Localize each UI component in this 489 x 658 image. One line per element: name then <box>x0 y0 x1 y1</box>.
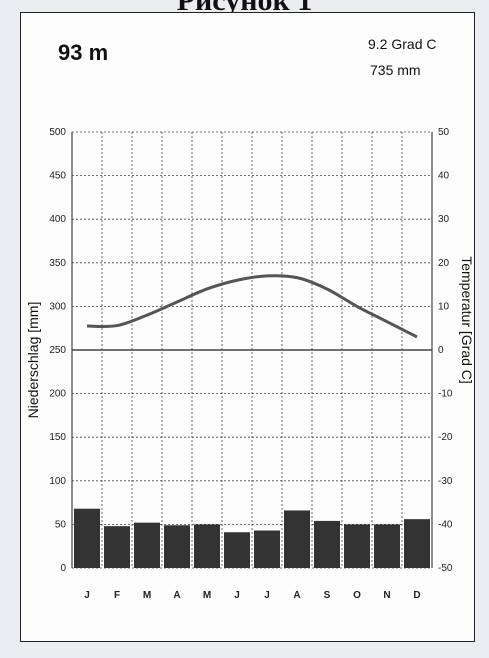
precipitation-bar <box>314 520 340 568</box>
y2-tick-label: 40 <box>438 171 450 182</box>
month-label: F <box>114 590 120 601</box>
month-label: N <box>383 590 390 601</box>
y2-tick-label: 50 <box>438 127 450 138</box>
y2-tick-label: -50 <box>438 563 453 574</box>
elevation-label: 93 m <box>58 40 109 65</box>
precipitation-bar <box>374 524 400 568</box>
precipitation-bar <box>164 525 190 568</box>
month-label: A <box>173 590 180 601</box>
mean-temperature-label: 9.2 Grad C <box>368 36 437 52</box>
precipitation-bar <box>284 510 310 568</box>
y-tick-label: 200 <box>49 389 66 400</box>
precipitation-bars <box>74 508 430 568</box>
y2-tick-label: -30 <box>438 476 453 487</box>
y-axis-label: Niederschlag [mm] <box>25 302 41 419</box>
y2-tick-label: -40 <box>438 519 453 530</box>
precipitation-bar <box>194 524 220 568</box>
month-label: D <box>413 590 420 601</box>
month-label: J <box>234 590 240 601</box>
y2-tick-label: 0 <box>438 345 444 356</box>
y-tick-label: 300 <box>49 301 66 312</box>
month-label: A <box>293 590 300 601</box>
y-tick-label: 250 <box>49 345 66 356</box>
y2-tick-label: 20 <box>438 258 450 269</box>
month-label: O <box>353 590 361 601</box>
y2-tick-label: 30 <box>438 214 450 225</box>
precipitation-bar <box>104 526 130 568</box>
annual-precipitation-label: 735 mm <box>370 62 421 78</box>
y-tick-label: 100 <box>49 476 66 487</box>
y-tick-label: 350 <box>49 258 66 269</box>
precipitation-bar <box>224 532 250 568</box>
precipitation-bar <box>254 530 280 568</box>
y-tick-label: 50 <box>55 519 67 530</box>
axis-ticks: 050100150200250300350400450500-50-40-30-… <box>49 127 453 601</box>
month-label: J <box>264 590 270 601</box>
precipitation-bar <box>344 524 370 568</box>
y-tick-label: 150 <box>49 432 66 443</box>
precipitation-bar <box>134 522 160 568</box>
y2-tick-label: -10 <box>438 389 453 400</box>
month-label: M <box>143 590 151 601</box>
y2-tick-label: 10 <box>438 301 450 312</box>
y-tick-label: 0 <box>60 563 66 574</box>
month-label: S <box>324 590 331 601</box>
temperature-line <box>86 274 418 339</box>
month-label: M <box>203 590 211 601</box>
y-tick-label: 400 <box>49 214 66 225</box>
y2-axis-label: Temperatur [Grad C] <box>459 256 475 384</box>
grid-lines <box>71 131 433 569</box>
y-tick-label: 500 <box>49 127 66 138</box>
month-label: J <box>84 590 90 601</box>
y2-tick-label: -20 <box>438 432 453 443</box>
precipitation-bar <box>404 519 430 568</box>
precipitation-bar <box>74 508 100 568</box>
y-tick-label: 450 <box>49 171 66 182</box>
